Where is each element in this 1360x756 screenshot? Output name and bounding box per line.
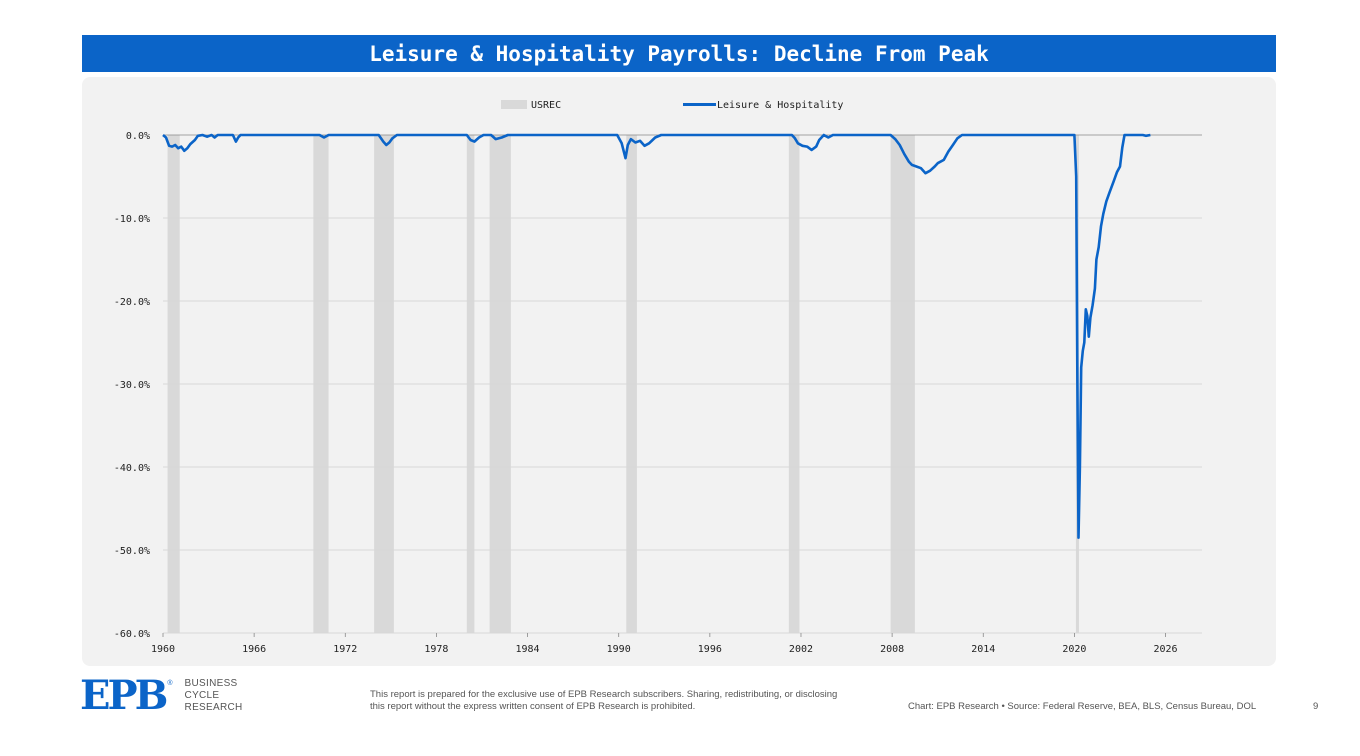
legend-label: Leisure & Hospitality (717, 100, 843, 111)
y-tick-label: -60.0% (114, 629, 150, 640)
x-tick-label: 2014 (971, 644, 995, 655)
x-tick-label: 2002 (789, 644, 813, 655)
disclaimer-text: This report is prepared for the exclusiv… (370, 689, 838, 712)
x-tick-label: 2020 (1062, 644, 1086, 655)
x-tick-label: 1984 (516, 644, 540, 655)
series-line-leisure-hospitality (162, 133, 1151, 539)
legend-label: USREC (531, 100, 561, 111)
x-tick-label: 1960 (151, 644, 175, 655)
line-chart: 0.0% -10.0% -20.0% -30.0% -40.0% -50.0% -60.0%… (114, 100, 1202, 655)
chart-panel: 0.0% -10.0% -20.0% -30.0% -40.0% -50.0% -60.0%… (82, 77, 1276, 666)
x-tick-label: 2026 (1153, 644, 1177, 655)
y-tick-label: -20.0% (114, 297, 150, 308)
y-tick-label: -40.0% (114, 463, 150, 474)
y-tick-label: -50.0% (114, 546, 150, 557)
logo-line-business: BUSINESS (184, 678, 238, 689)
legend-swatch-usrec (501, 100, 527, 109)
logo-mark: EPB (80, 672, 168, 719)
logo-line-cycle: CYCLE (184, 690, 220, 701)
chart-title: Leisure & Hospitality Payrolls: Decline … (82, 35, 1276, 72)
x-tick-label: 2008 (880, 644, 904, 655)
y-tick-label: -10.0% (114, 214, 150, 225)
x-tick-label: 1978 (424, 644, 448, 655)
x-tick-label: 1990 (607, 644, 631, 655)
logo-text: BUSINESS CYCLE RESEARCH (185, 678, 243, 714)
epb-logo: EPB ® BUSINESS CYCLE RESEARCH (80, 672, 243, 719)
source-note: Chart: EPB Research • Source: Federal Re… (908, 701, 1257, 712)
x-tick-label: 1996 (698, 644, 722, 655)
y-tick-label: -30.0% (114, 380, 150, 391)
page-number: 9 (1313, 701, 1319, 712)
logo-line-research: RESEARCH (184, 702, 243, 713)
x-tick-label: 1972 (333, 644, 357, 655)
y-tick-label: 0.0% (126, 131, 150, 142)
x-tick-label: 1966 (242, 644, 266, 655)
registered-mark: ® (167, 680, 173, 687)
